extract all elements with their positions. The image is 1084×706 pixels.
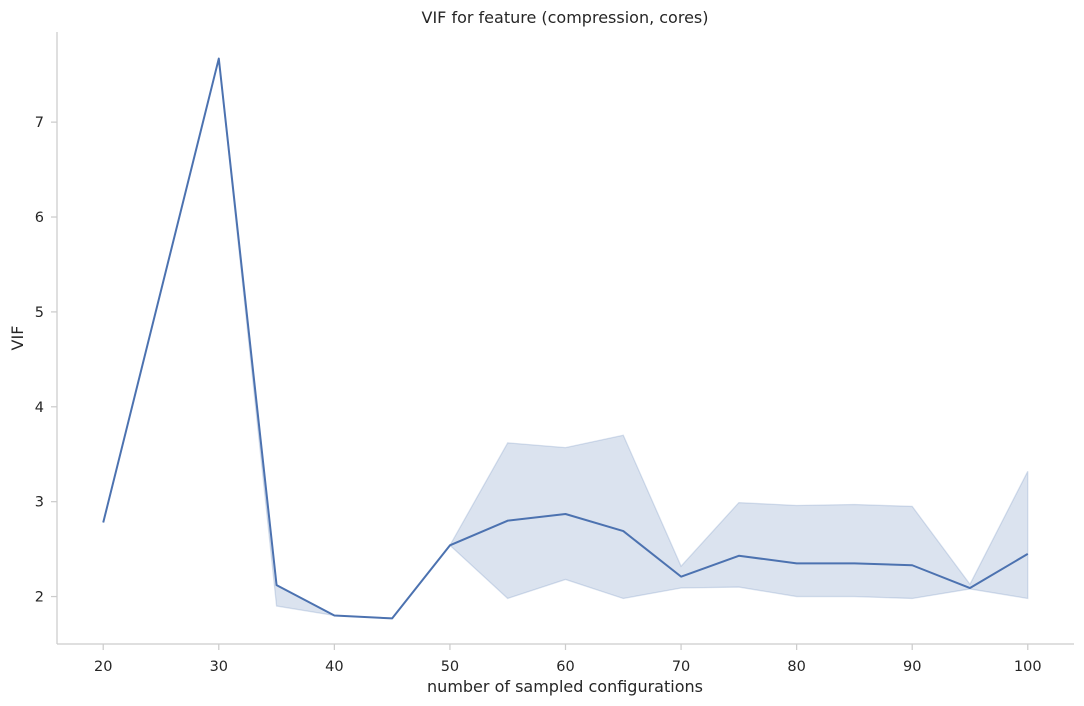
y-tick-label: 4 — [35, 400, 44, 416]
x-tick-label: 50 — [441, 659, 459, 675]
y-axis-ticks: 2 3 4 5 6 7 — [35, 115, 57, 606]
plot-area — [102, 57, 1029, 620]
y-tick-label: 5 — [35, 305, 44, 321]
x-tick-label: 100 — [1014, 659, 1042, 675]
y-tick-label: 7 — [35, 115, 44, 131]
series-lines — [102, 57, 1029, 620]
x-tick-label: 30 — [210, 659, 228, 675]
x-axis-label: number of sampled configurations — [427, 677, 703, 696]
x-tick-label: 70 — [672, 659, 690, 675]
confidence-bands — [102, 58, 1029, 620]
series-line — [102, 57, 1029, 620]
y-tick-label: 6 — [35, 210, 44, 226]
y-tick-label: 2 — [35, 590, 44, 606]
x-axis-ticks: 20 30 40 50 60 70 80 90 100 — [94, 644, 1042, 675]
x-tick-label: 60 — [556, 659, 574, 675]
y-axis-label: VIF — [8, 326, 27, 351]
chart-title: VIF for feature (compression, cores) — [422, 8, 709, 27]
x-tick-label: 40 — [325, 659, 343, 675]
x-tick-label: 20 — [94, 659, 112, 675]
x-tick-label: 80 — [787, 659, 805, 675]
confidence-band — [102, 58, 1029, 620]
y-tick-label: 3 — [35, 495, 44, 511]
x-tick-label: 90 — [903, 659, 921, 675]
